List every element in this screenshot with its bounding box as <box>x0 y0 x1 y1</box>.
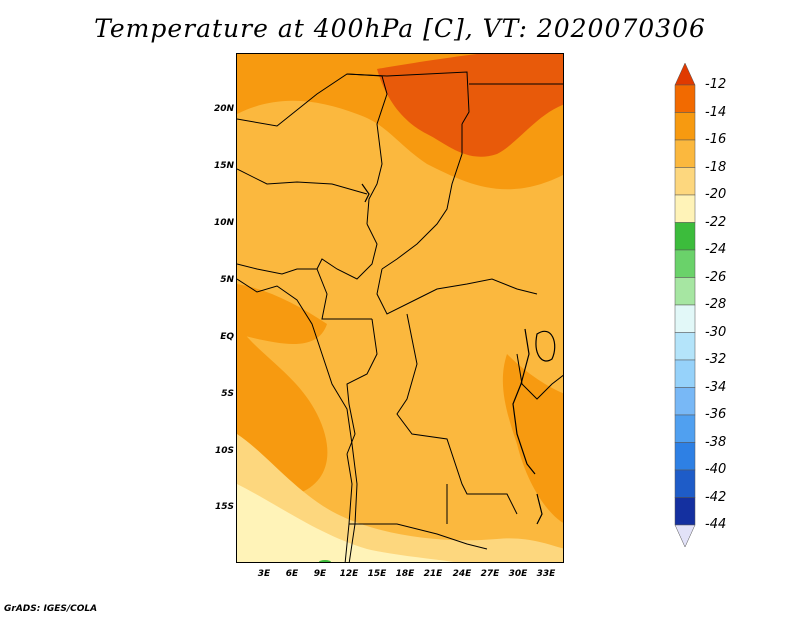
lake-chad <box>361 183 370 203</box>
lon-label-24e: 24E <box>452 569 472 579</box>
colorbar-segment <box>674 469 696 498</box>
colorbar-label: -32 <box>705 352 727 367</box>
map-area <box>236 53 564 563</box>
colorbar-segment <box>674 222 696 251</box>
lon-label-15e: 15E <box>367 569 387 579</box>
lat-label-15n: 15N <box>213 161 234 171</box>
temp-region-minus20-south <box>237 484 454 562</box>
colorbar-label: -16 <box>705 132 727 147</box>
border-line <box>344 453 353 562</box>
colorbar-segment <box>674 167 696 196</box>
colorbar-label: -24 <box>705 242 727 257</box>
colorbar-segment <box>674 277 696 306</box>
lake-malawi <box>536 493 543 525</box>
border-line <box>516 353 563 400</box>
colorbar-segments <box>674 62 696 548</box>
colorbar-label: -20 <box>705 187 727 202</box>
colorbar-bottom-arrow <box>674 524 696 548</box>
lon-label-3e: 3E <box>257 569 271 579</box>
colorbar-segment <box>674 112 696 141</box>
lat-label-15s: 15S <box>214 502 234 512</box>
lat-label-10n: 10N <box>213 218 234 228</box>
border-line <box>381 124 463 270</box>
coastline-west <box>237 278 358 562</box>
temp-region-minus14-coast <box>237 284 327 344</box>
colorbar <box>674 62 696 548</box>
colorbar-label: -30 <box>705 324 727 340</box>
colorbar-label: -36 <box>705 407 727 422</box>
colorbar-segment <box>674 332 696 361</box>
border-line <box>346 71 470 125</box>
lat-label-5s: 5S <box>221 389 234 399</box>
lake-victoria <box>535 330 556 362</box>
border-line <box>346 318 378 455</box>
temp-region-minus24-spot <box>319 560 331 562</box>
border-line <box>376 268 538 315</box>
lon-label-6e: 6E <box>285 569 299 579</box>
border-line <box>237 168 368 195</box>
temp-region-minus14-east <box>502 354 563 523</box>
lon-label-12e: 12E <box>339 569 359 579</box>
lon-label-9e: 9E <box>313 569 327 579</box>
colorbar-segment <box>674 359 696 388</box>
country-borders <box>237 71 563 562</box>
lat-label-10s: 10S <box>214 446 234 456</box>
colorbar-label: -26 <box>705 269 727 285</box>
colorbar-segment <box>674 194 696 223</box>
colorbar-label: -42 <box>705 489 727 505</box>
lat-label-20n: 20N <box>213 104 234 114</box>
temp-region-minus16-center <box>334 174 563 377</box>
colorbar-segment <box>674 304 696 333</box>
lon-label-21e: 21E <box>423 569 443 579</box>
border-line <box>237 73 388 225</box>
colorbar-label: -38 <box>705 434 727 450</box>
colorbar-segment <box>674 139 696 168</box>
lakes <box>361 183 556 525</box>
lake-tanganyika <box>512 328 536 475</box>
colorbar-segment <box>674 442 696 471</box>
colorbar-label: -14 <box>705 104 727 120</box>
colorbar-label: -28 <box>705 297 727 312</box>
colorbar-label: -34 <box>705 379 727 395</box>
lon-label-30e: 30E <box>508 569 528 579</box>
border-line <box>349 523 488 550</box>
lat-label-eq: EQ <box>220 332 234 342</box>
colorbar-label: -44 <box>705 517 727 532</box>
colorbar-segment <box>674 497 696 526</box>
border-line <box>316 223 378 280</box>
colorbar-label: -22 <box>705 214 727 230</box>
temperature-map <box>237 54 563 562</box>
border-line <box>237 263 372 320</box>
colorbar-segment <box>674 249 696 278</box>
chart-title: Temperature at 400hPa [C], VT: 202007030… <box>94 14 706 43</box>
border-line <box>396 313 518 515</box>
temp-region-minus12 <box>377 54 563 157</box>
footer-credit: GrADS: IGES/COLA <box>4 604 98 614</box>
lat-label-5n: 5N <box>220 275 234 285</box>
colorbar-label: -40 <box>705 462 727 477</box>
colorbar-top-arrow <box>674 62 696 86</box>
colorbar-segment <box>674 84 696 113</box>
lon-label-27e: 27E <box>480 569 500 579</box>
colorbar-label: -18 <box>705 159 727 175</box>
colorbar-segment <box>674 387 696 416</box>
colorbar-label: -12 <box>705 77 727 92</box>
lon-label-33e: 33E <box>536 569 556 579</box>
colorbar-segment <box>674 414 696 443</box>
lon-label-18e: 18E <box>395 569 415 579</box>
